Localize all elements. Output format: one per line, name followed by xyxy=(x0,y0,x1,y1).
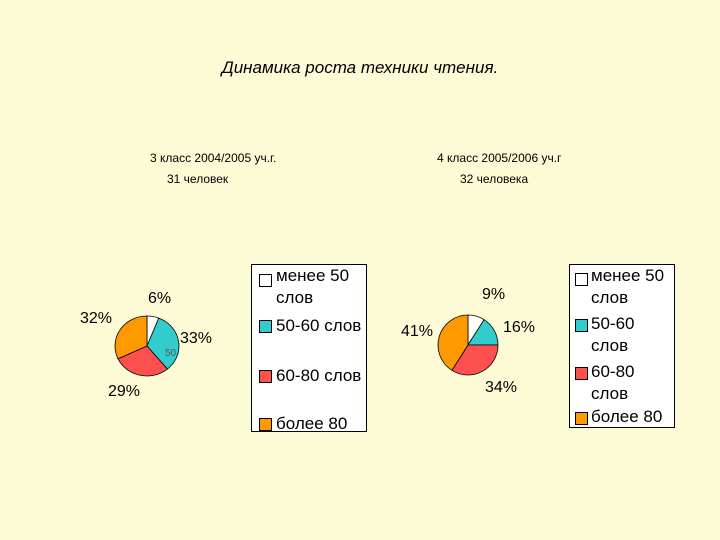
legend-swatch-less50 xyxy=(259,274,272,287)
slice-more80 xyxy=(114,315,148,360)
legend-swatch-50-60 xyxy=(575,319,588,332)
chart1-title: 3 класс 2004/2005 уч.г. xyxy=(150,151,277,165)
legend-label: 50-60 слов xyxy=(276,316,362,335)
legend-label: 60-80 слов xyxy=(276,366,362,385)
legend-label: более 80 xyxy=(591,407,663,426)
legend-label: менее 50 слов xyxy=(276,266,350,307)
chart1-pie xyxy=(114,315,180,377)
legend-label: менее 50 слов xyxy=(591,266,665,307)
chart2-label-less50: 9% xyxy=(482,286,506,303)
legend-label: более 80 xyxy=(276,414,348,432)
slice-more80 xyxy=(437,314,469,371)
chart2-pie xyxy=(437,314,499,376)
chart2-label-60-80: 34% xyxy=(485,379,518,396)
chart2-subtitle: 32 человека xyxy=(460,172,529,186)
chart2-title: 4 класс 2005/2006 уч.г xyxy=(437,151,562,165)
legend-label: 50-60 слов xyxy=(591,314,635,355)
chart2-legend: менее 50 слов 50-60 слов 60-80 слов боле… xyxy=(569,264,675,428)
chart1-label-50-60: 33% xyxy=(180,330,213,347)
chart2-label-50-60: 16% xyxy=(503,319,536,336)
chart1-label-more80: 32% xyxy=(80,310,113,327)
legend-swatch-more80 xyxy=(575,412,588,425)
chart1-subtitle: 31 человек xyxy=(167,172,229,186)
slice-50-60 xyxy=(146,317,180,370)
legend-swatch-60-80 xyxy=(575,367,588,380)
legend-swatch-50-60 xyxy=(259,320,272,333)
chart1-label-less50: 6% xyxy=(148,290,172,307)
legend-swatch-less50 xyxy=(575,273,588,286)
chart1-label-60-80: 29% xyxy=(108,383,141,400)
page-title: Динамика роста техники чтения. xyxy=(221,58,499,77)
legend-swatch-60-80 xyxy=(259,370,272,383)
chart1-legend: менее 50 слов 50-60 слов 60-80 слов боле… xyxy=(251,264,367,432)
legend-label: 60-80 слов xyxy=(591,362,635,403)
chart1-stray-label: 50 xyxy=(165,348,177,359)
legend-swatch-more80 xyxy=(259,418,272,431)
chart2-label-more80: 41% xyxy=(401,323,434,340)
